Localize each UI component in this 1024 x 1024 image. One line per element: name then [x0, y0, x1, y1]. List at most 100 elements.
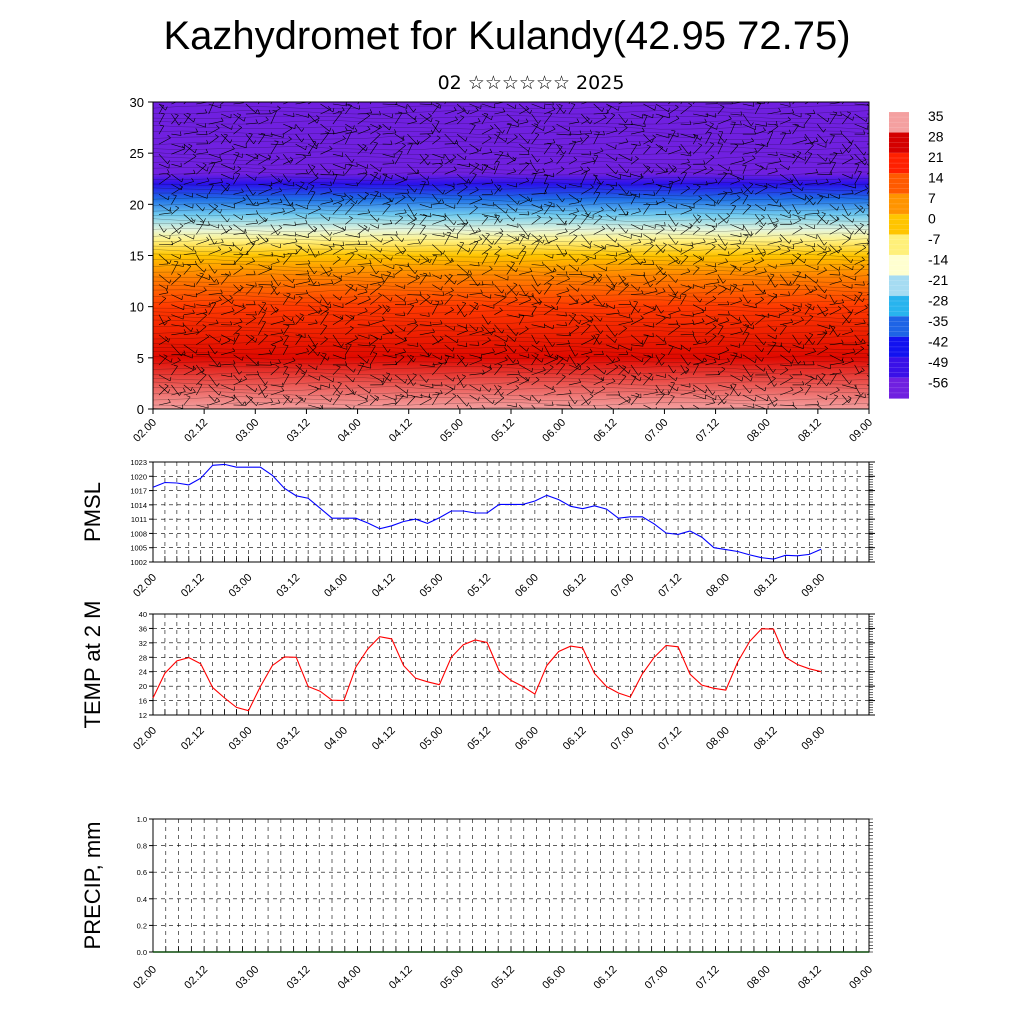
wind-barb-feather [167, 160, 170, 164]
wind-barb [705, 298, 716, 305]
wind-barb [643, 374, 653, 386]
wind-barb-feather [207, 350, 210, 355]
wind-barb-feather [881, 231, 882, 235]
wind-barb [345, 327, 354, 336]
wind-barb-feather [427, 161, 431, 166]
contour-line [153, 263, 869, 269]
wind-barb-feather [828, 159, 832, 164]
wind-barb-feather [460, 355, 465, 358]
wind-barb-feather [738, 392, 741, 397]
wind-barb [282, 293, 291, 305]
wind-barb-feather [800, 316, 804, 321]
wind-barb [655, 291, 666, 295]
wind-barb-feather [876, 209, 878, 213]
wind-barb-feather [615, 252, 618, 257]
wind-barb-feather [452, 347, 455, 352]
contour-line [153, 309, 869, 314]
wind-barb [742, 151, 757, 155]
wind-barb-feather [214, 134, 219, 137]
wind-barb [618, 344, 632, 351]
x-tick-label: 02.12 [182, 417, 210, 445]
wind-barb [767, 131, 774, 145]
wind-barb [444, 290, 454, 295]
wind-barb-feather [789, 188, 793, 192]
wind-barb-feather [328, 216, 331, 221]
wind-barb [370, 163, 381, 172]
wind-barb-feather [744, 234, 749, 237]
wind-barb [332, 395, 341, 406]
wind-barb [506, 314, 520, 318]
wind-barb [630, 284, 639, 291]
wind-barb [755, 130, 766, 135]
wind-barb-feather [441, 286, 443, 291]
wind-barb [233, 143, 247, 149]
wind-barb-feather [750, 373, 754, 377]
wind-barb [258, 157, 271, 165]
wind-barb-feather [614, 338, 617, 343]
wind-barb-feather [338, 202, 343, 205]
wind-barb [717, 254, 730, 256]
wind-barb-feather [298, 334, 303, 336]
wind-barb-feather [649, 243, 654, 246]
wind-barb-feather [168, 195, 170, 200]
wind-barb [829, 135, 835, 145]
wind-barb-feather [349, 325, 354, 329]
wind-barb [593, 133, 605, 136]
wind-barb [643, 242, 653, 245]
wind-barb [556, 290, 570, 295]
contour-line [153, 278, 869, 283]
wind-barb [481, 113, 492, 121]
contour-line [153, 145, 869, 151]
wind-barb [419, 398, 432, 406]
wind-barb-feather [822, 331, 827, 334]
wind-barb-feather [874, 358, 877, 361]
wind-barb [295, 223, 308, 225]
wind-barb-feather [872, 166, 875, 168]
wind-barb [171, 187, 183, 195]
wind-barb-feather [615, 144, 617, 149]
wind-barb-feather [244, 228, 246, 233]
wind-barb [469, 292, 483, 295]
wind-barb [494, 152, 504, 165]
wind-barb-feather [440, 355, 443, 360]
wind-barb-feather [672, 165, 677, 168]
wind-barbs [158, 102, 882, 409]
wind-barb-feather [847, 111, 851, 114]
wind-barb-feather [712, 226, 716, 230]
wind-barb [742, 184, 754, 195]
wind-barb [581, 254, 596, 260]
wind-barb-feather [159, 104, 164, 106]
wind-barb [693, 113, 708, 118]
wind-barb [171, 304, 184, 310]
wind-barb-feather [638, 208, 641, 212]
wind-barb-feather [817, 209, 820, 214]
wind-barb-feather [315, 172, 319, 177]
wind-barb [692, 384, 706, 394]
wind-barb-feather [614, 257, 618, 261]
wind-barb-feather [453, 221, 457, 225]
wind-barb-feather [662, 197, 666, 201]
wind-barb [643, 133, 652, 144]
wind-barb-feather [456, 338, 459, 343]
wind-barb [593, 112, 609, 115]
wind-barb [630, 143, 641, 146]
wind-barb-feather [242, 196, 246, 201]
wind-barb [742, 374, 752, 382]
wind-barb [382, 123, 390, 131]
wind-barb [494, 310, 503, 315]
wind-barb-feather [828, 247, 831, 251]
wind-barb-feather [363, 172, 368, 175]
wind-barb [506, 234, 519, 241]
wind-barb-feather [394, 399, 397, 404]
wind-barb [531, 234, 543, 244]
wind-barb [854, 307, 868, 315]
wind-barb [643, 234, 655, 242]
wind-barb-feather [427, 133, 431, 137]
wind-barb-feather [550, 275, 555, 278]
wind-barb-feather [561, 374, 566, 377]
colorbar-label: 35 [928, 108, 944, 124]
wind-barb-feather [661, 353, 665, 356]
wind-barb-feather [722, 171, 727, 174]
wind-barb [506, 224, 519, 228]
wind-barb [469, 121, 481, 125]
